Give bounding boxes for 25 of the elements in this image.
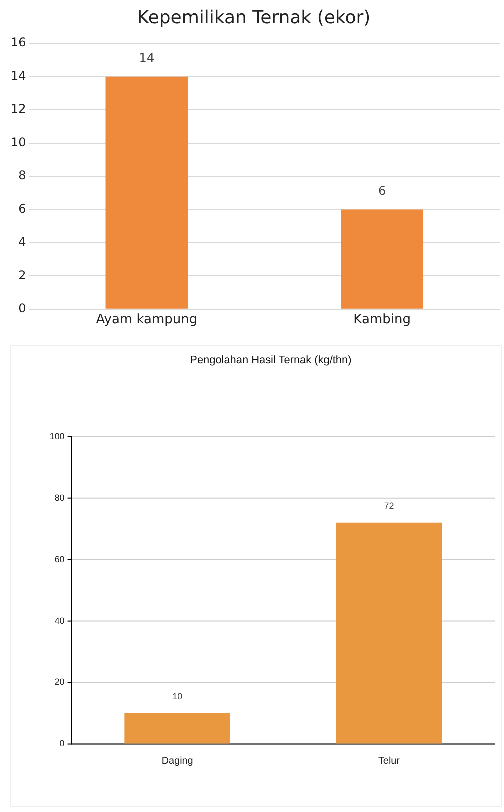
x-tick-label: Telur: [378, 756, 401, 767]
y-tick-label: 0: [18, 302, 26, 316]
data-label: 72: [384, 500, 394, 511]
data-label: 10: [172, 692, 183, 702]
x-tick-label: Kambing: [354, 312, 411, 328]
y-tick-label: 0: [60, 738, 65, 749]
y-tick-label: 14: [10, 68, 26, 83]
y-tick-label: 8: [18, 168, 26, 183]
y-tick-label: 100: [50, 431, 65, 442]
data-label: 6: [378, 184, 386, 198]
y-tick-label: 40: [54, 616, 65, 626]
y-tick-label: 16: [10, 36, 26, 50]
y-tick-label: 4: [18, 235, 26, 250]
y-tick-label: 2: [18, 268, 26, 282]
x-tick-label: Daging: [162, 756, 194, 767]
y-tick-label: 60: [54, 554, 65, 564]
x-tick-label: Ayam kampung: [96, 312, 198, 328]
chart-title: Pengolahan Hasil Ternak (kg/thn): [190, 354, 352, 367]
y-tick-label: 80: [54, 492, 65, 503]
y-tick-label: 10: [10, 135, 26, 150]
y-tick-label: 12: [10, 102, 26, 116]
y-tick-label: 20: [54, 677, 65, 688]
data-label: 14: [139, 50, 155, 65]
y-tick-label: 6: [18, 202, 26, 216]
chart-title: Kepemilikan Ternak (ekor): [137, 7, 371, 28]
